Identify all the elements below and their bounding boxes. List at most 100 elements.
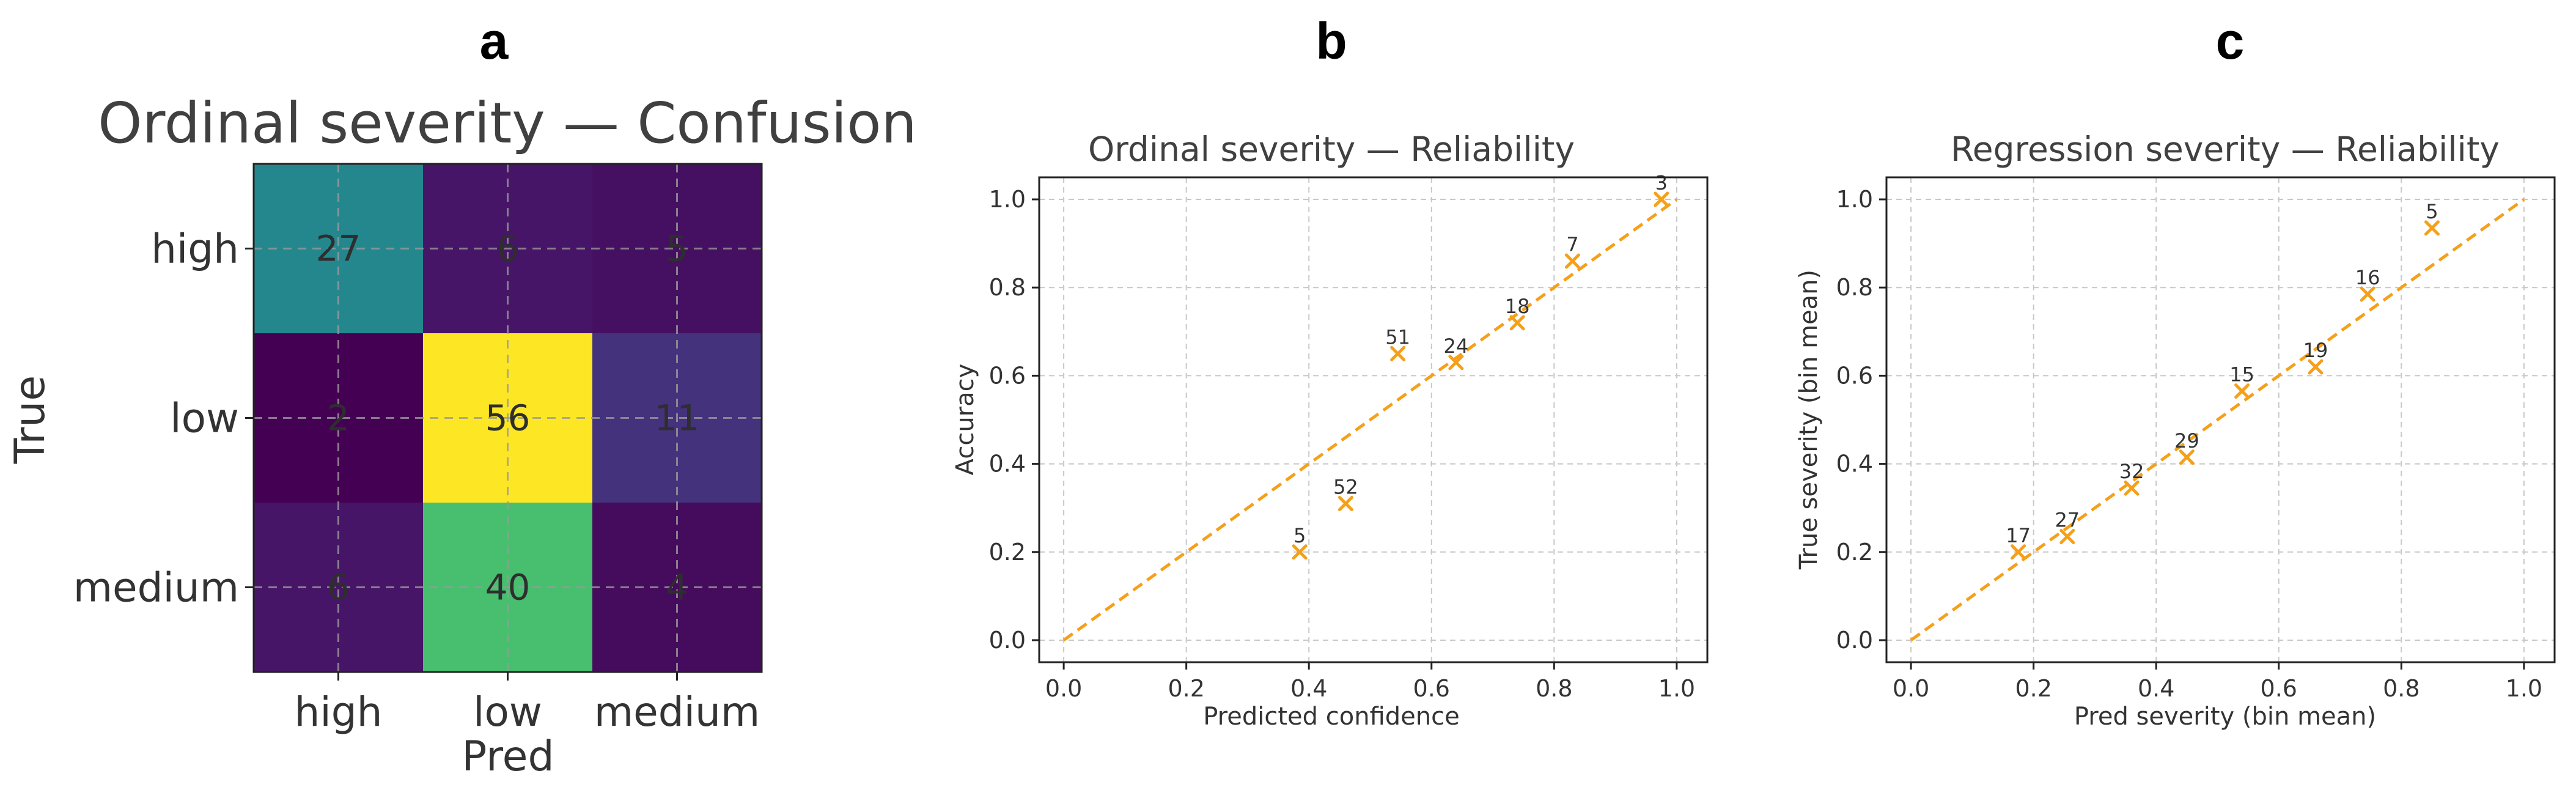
ordinal-reliability-point-1-stroke-b (1338, 495, 1353, 511)
heatmap-x-tick-label-2: medium (594, 688, 760, 736)
ordinal-reliability-point-6 (1654, 191, 1669, 207)
heatmap-cell-value-1-1: 56 (485, 397, 531, 439)
regression-reliability-point-0-stroke-b (2011, 544, 2026, 560)
regression-reliability-point-2-stroke-b (2124, 480, 2140, 496)
ordinal-reliability-point-label-5: 7 (1566, 233, 1578, 256)
heatmap-cell-value-0-2: 5 (666, 228, 688, 270)
ordinal-reliability-x-tick-label-3: 0.6 (1413, 675, 1450, 702)
regression-reliability-point-6 (2360, 286, 2375, 302)
ordinal-reliability-x-tick-label-2: 0.4 (1290, 675, 1327, 702)
panel-letter-b: b (1316, 12, 1347, 70)
ordinal-reliability-point-label-2: 51 (1385, 325, 1410, 349)
regression-reliability-point-0 (2011, 544, 2026, 560)
ordinal-reliability-x-tick-label-4: 0.8 (1536, 675, 1572, 702)
regression-reliability-x-tick-label-0: 0.0 (1893, 675, 1929, 702)
heatmap-cell-0-0 (254, 164, 423, 333)
regression-reliability-x-tick-label-2: 0.4 (2138, 675, 2174, 702)
ordinal-reliability-point-2-stroke-b (1390, 345, 1406, 361)
ordinal-reliability-y-tick-label-3: 0.6 (989, 362, 1026, 389)
heatmap-y-tick-label-2: medium (73, 564, 239, 611)
heatmap-cell-value-1-2: 11 (655, 397, 700, 439)
ordinal-reliability-plot: Ordinal severity — Reliability 5 52 51 24 18… (951, 130, 1709, 731)
regression-reliability-point-3 (2179, 449, 2195, 465)
ordinal-reliability-point-3-stroke-b (1448, 355, 1464, 371)
regression-reliability-point-label-3: 29 (2174, 429, 2199, 452)
ordinal-reliability-y-tick-label-5: 1.0 (989, 186, 1026, 213)
heatmap-cell-value-2-2: 4 (666, 567, 688, 608)
ordinal-reliability-y-tick-label-4: 0.8 (989, 274, 1026, 301)
ordinal-reliability-point-6-stroke-b (1654, 191, 1669, 207)
heatmap-x-tick-label-0: high (295, 688, 383, 736)
regression-reliability-x-axis-label: Pred severity (bin mean) (2074, 703, 2376, 731)
regression-reliability-x-tick-label-1: 0.2 (2015, 675, 2052, 702)
panel-letter-a: a (480, 12, 509, 70)
ordinal-reliability-point-5-stroke-b (1564, 253, 1580, 269)
regression-reliability-y-tick-label-0: 0.0 (1836, 627, 1873, 654)
ordinal-reliability-point-4-stroke-b (1509, 315, 1525, 331)
regression-reliability-point-3-stroke-b (2179, 449, 2195, 465)
regression-reliability-y-tick-label-5: 1.0 (1836, 186, 1873, 213)
regression-reliability-x-tick-label-3: 0.6 (2261, 675, 2297, 702)
heatmap-ticks: high low medium high low medium (73, 226, 760, 736)
heatmap-cell-value-1-0: 2 (327, 397, 350, 439)
ordinal-reliability-point-label-1: 52 (1333, 475, 1358, 498)
ordinal-reliability-point-5 (1564, 253, 1580, 269)
ordinal-reliability-point-label-4: 18 (1505, 295, 1530, 318)
heatmap-cell-value-2-1: 40 (485, 567, 531, 608)
regression-reliability-plot-area: 17 27 32 29 15 19 16 5 0.0 0.2 0.4 0.6 0.8 1.0 0.0 0.2 0… (1836, 176, 2556, 702)
heatmap-cell-labels: 27 6 5 2 56 11 6 40 4 (316, 228, 700, 608)
heatmap-cell-value-0-0: 27 (316, 228, 361, 270)
regression-reliability-point-label-6: 16 (2355, 266, 2380, 289)
heatmap-y-axis-label: True (6, 375, 54, 464)
regression-reliability-point-4 (2234, 383, 2250, 399)
regression-reliability-x-tick-label-4: 0.8 (2383, 675, 2420, 702)
ordinal-reliability-x-axis-label: Predicted confidence (1203, 703, 1459, 731)
heatmap-title: Ordinal severity — Confusion (98, 90, 917, 156)
heatmap-x-tick-label-1: low (473, 688, 542, 736)
ordinal-reliability-diagonal-line (1062, 198, 1678, 641)
ordinal-reliability-point-label-3: 24 (1444, 334, 1469, 358)
regression-reliability-y-axis-label: True severity (bin mean) (1795, 270, 1823, 570)
ordinal-reliability-point-4 (1509, 315, 1525, 331)
heatmap-cell-value-0-1: 6 (496, 228, 519, 270)
regression-reliability-frame (1885, 176, 2556, 663)
regression-reliability-diagonal-line (1910, 198, 2525, 641)
regression-reliability-plot: Regression severity — Reliability 17 27 32… (1795, 130, 2556, 731)
regression-reliability-y-tick-label-1: 0.2 (1836, 539, 1873, 566)
ordinal-reliability-point-label-6: 3 (1655, 171, 1668, 194)
ordinal-reliability-plot-area: 5 52 51 24 18 7 3 0.0 0.2 0.4 0.6 0.8 1.0 0.0 0.2 0.4 0.… (989, 171, 1709, 702)
heatmap-cell-value-2-0: 6 (327, 567, 350, 608)
ordinal-reliability-point-0 (1292, 544, 1308, 560)
ordinal-reliability-x-tick-label-1: 0.2 (1168, 675, 1204, 702)
regression-reliability-point-label-1: 27 (2055, 509, 2080, 532)
regression-reliability-point-label-2: 32 (2119, 460, 2144, 483)
regression-reliability-point-2 (2124, 480, 2140, 496)
regression-reliability-point-6-stroke-b (2360, 286, 2375, 302)
confusion-heatmap: Ordinal severity — Confusion 27 6 5 2 56 11 6 4… (6, 90, 917, 781)
panel-letter-c: c (2216, 12, 2245, 70)
ordinal-reliability-point-1 (1338, 495, 1353, 511)
heatmap-x-axis-label: Pred (462, 733, 554, 781)
regression-reliability-point-7-stroke-b (2424, 220, 2440, 236)
ordinal-reliability-point-label-0: 5 (1294, 524, 1306, 547)
ordinal-reliability-y-tick-label-2: 0.4 (989, 451, 1026, 478)
regression-reliability-point-5 (2308, 359, 2324, 375)
heatmap-y-tick-label-0: high (151, 226, 239, 273)
regression-reliability-point-4-stroke-b (2234, 383, 2250, 399)
ordinal-reliability-frame (1038, 176, 1709, 663)
regression-reliability-y-tick-label-4: 0.8 (1836, 274, 1873, 301)
regression-reliability-point-1 (2059, 529, 2075, 545)
ordinal-reliability-y-tick-label-0: 0.0 (989, 627, 1026, 654)
ordinal-reliability-y-axis-label: Accuracy (951, 364, 979, 476)
regression-reliability-point-label-5: 19 (2303, 339, 2328, 362)
regression-reliability-title: Regression severity — Reliability (1951, 130, 2500, 169)
ordinal-reliability-point-2 (1390, 345, 1406, 361)
regression-reliability-point-5-stroke-b (2308, 359, 2324, 375)
regression-reliability-point-7 (2424, 220, 2440, 236)
heatmap-y-tick-label-1: low (170, 395, 239, 442)
ordinal-reliability-point-0-stroke-b (1292, 544, 1308, 560)
ordinal-reliability-y-tick-label-1: 0.2 (989, 539, 1026, 566)
ordinal-reliability-x-tick-label-0: 0.0 (1045, 675, 1082, 702)
regression-reliability-point-1-stroke-b (2059, 529, 2075, 545)
